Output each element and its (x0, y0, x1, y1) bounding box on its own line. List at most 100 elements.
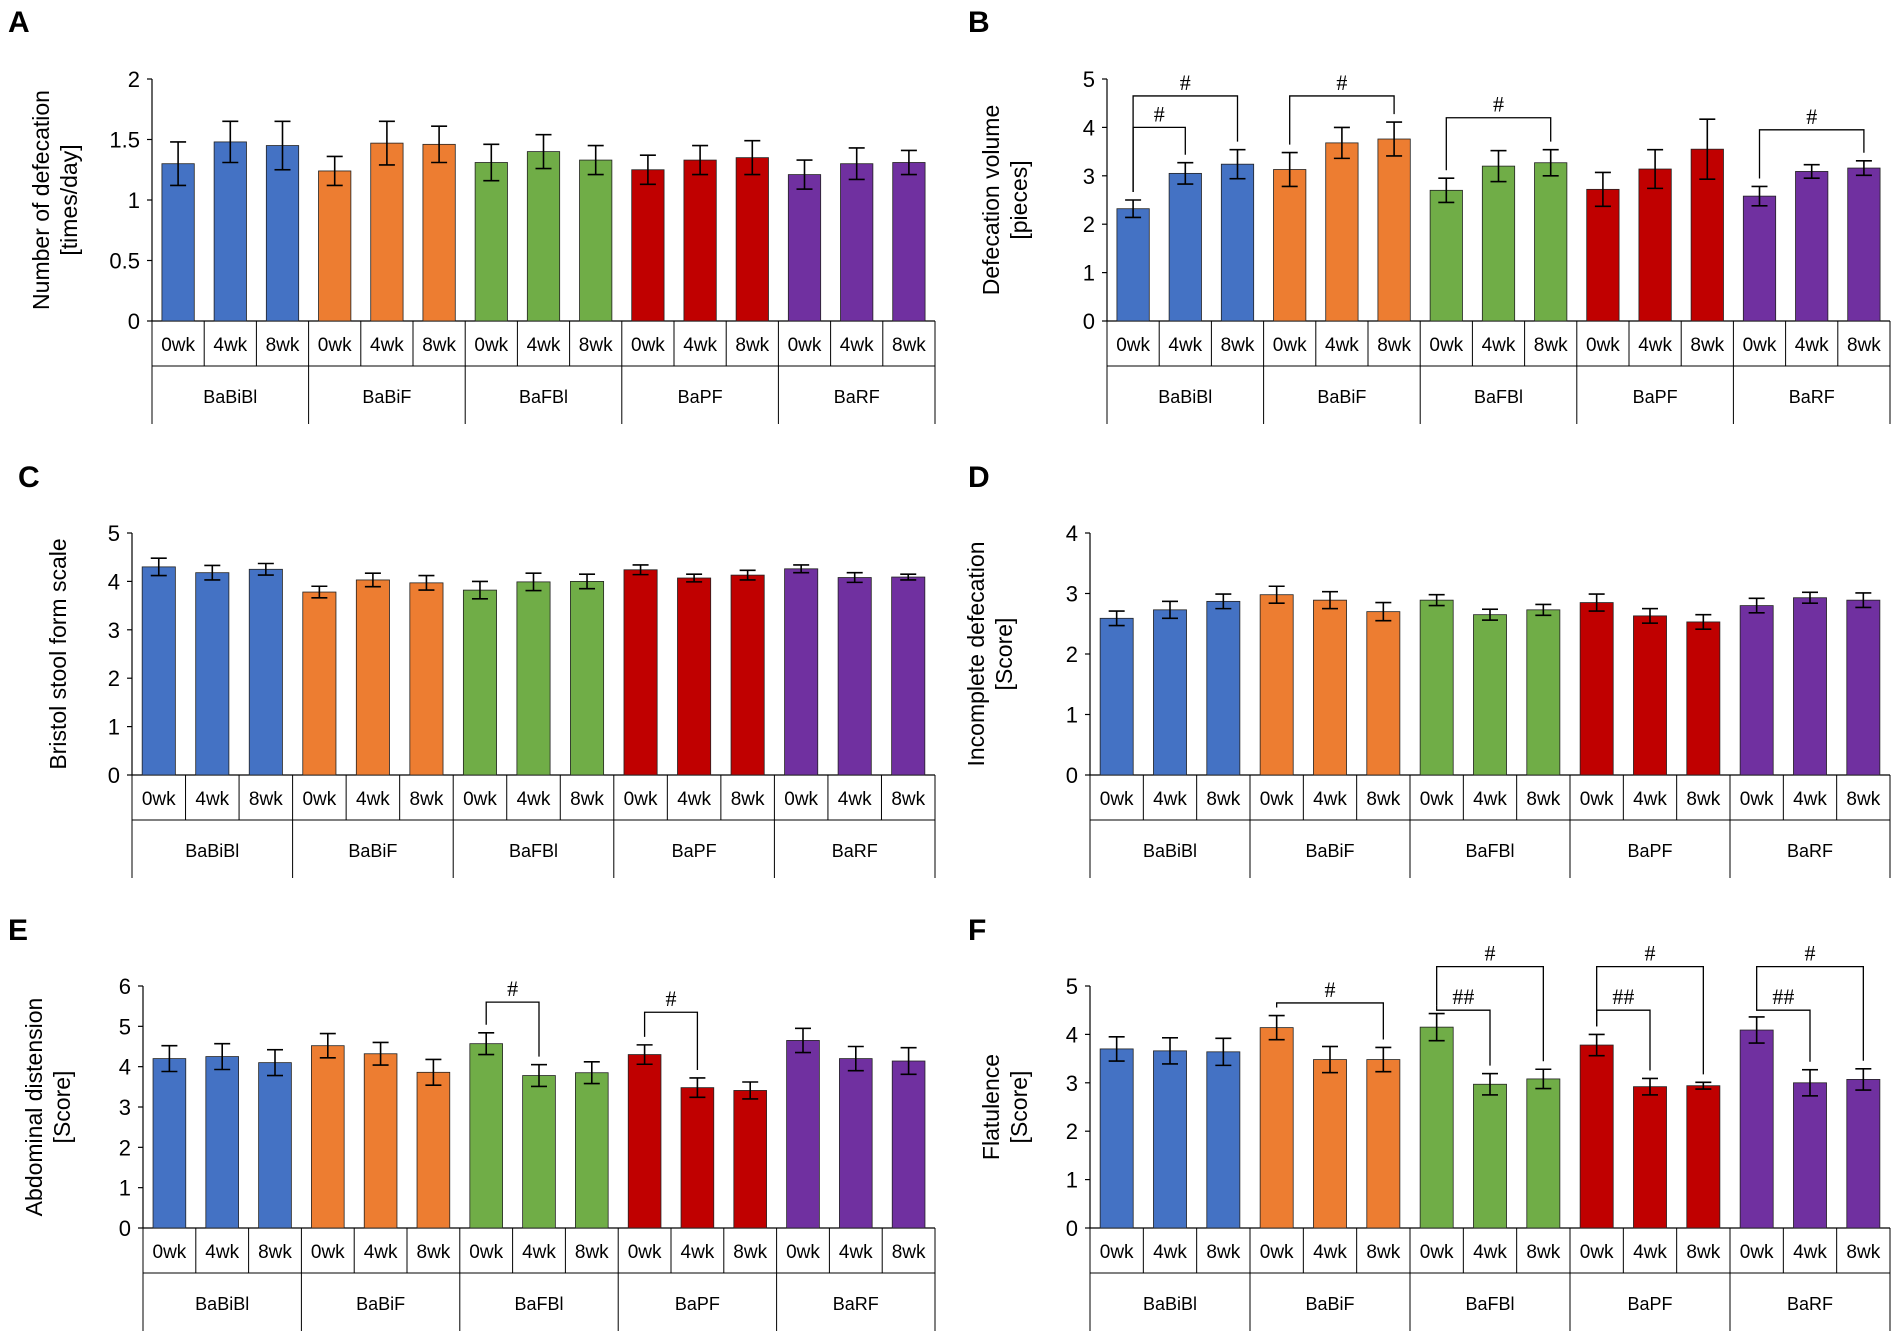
bar (311, 1045, 345, 1229)
bar (1153, 609, 1187, 776)
bar (1793, 1082, 1827, 1229)
x-category-label: 4wk (1633, 789, 1667, 810)
bar (1153, 1050, 1187, 1229)
bar (1586, 188, 1620, 322)
x-category-label: 8wk (422, 335, 456, 356)
bar (195, 572, 230, 776)
x-category-label: 8wk (1366, 789, 1400, 810)
x-group-label: BaRF (834, 387, 880, 407)
y-axis-label: Flatulence [Score] (978, 1054, 1032, 1160)
y-tick-label: 3 (1066, 582, 1078, 607)
x-category-label: 8wk (1534, 335, 1568, 356)
significance-label: # (1493, 92, 1504, 117)
bar (205, 1056, 239, 1229)
bar (1366, 611, 1401, 776)
y-tick-label: 3 (108, 618, 120, 643)
y-axis-label: Bristol stool form scale (45, 538, 71, 769)
x-category-label: 4wk (356, 789, 390, 810)
y-tick-label: 3 (119, 1095, 131, 1120)
bar (1633, 615, 1667, 776)
y-tick-label: 3 (1083, 164, 1095, 189)
y-axis-label-line: Defecation volume (978, 105, 1004, 296)
y-tick-label: 4 (119, 1055, 131, 1080)
x-category-label: 0wk (1740, 789, 1774, 810)
bar (891, 576, 926, 776)
x-category-label: 0wk (1100, 1242, 1134, 1263)
x-category-label: 4wk (517, 789, 551, 810)
bar (152, 1058, 187, 1229)
significance-bracket (1289, 95, 1395, 145)
x-category-label: 0wk (1580, 1242, 1614, 1263)
x-category-label: 4wk (1473, 789, 1507, 810)
y-axis-label-line: Incomplete defecation (963, 541, 989, 766)
bar (213, 141, 247, 322)
significance-label: # (1325, 977, 1336, 1002)
x-category-label: 4wk (1793, 789, 1827, 810)
y-tick-label: 1 (119, 1176, 131, 1201)
x-category-label: 4wk (1482, 335, 1516, 356)
x-category-label: 0wk (311, 1242, 345, 1263)
y-tick-label: 6 (119, 974, 131, 999)
panel-letter: B (968, 6, 990, 39)
x-category-label: 8wk (1846, 789, 1880, 810)
bar (1220, 163, 1255, 322)
significance-label: # (1806, 104, 1817, 129)
x-group-label: BaRF (1787, 1294, 1833, 1314)
significance-label: # (1180, 70, 1191, 95)
y-axis-label-line: [pieces] (1006, 160, 1032, 239)
panel-c: C Bristol stool form scale 0 1 2 3 4 5 0wk 4wk 8wk… (18, 461, 936, 878)
x-category-label: 0wk (161, 335, 195, 356)
significance-label: # (1154, 101, 1165, 126)
significance-bracket (1756, 965, 1864, 1061)
x-category-label: 8wk (1690, 335, 1724, 356)
bar (1168, 172, 1202, 322)
x-category-label: 4wk (213, 335, 247, 356)
bar (302, 591, 337, 776)
bar (265, 145, 300, 322)
bar (1259, 1027, 1294, 1229)
x-group-label: BaPF (675, 1294, 720, 1314)
x-category-label: 8wk (417, 1242, 451, 1263)
bar (1526, 609, 1561, 776)
x-category-label: 0wk (1116, 335, 1150, 356)
bar (1313, 1059, 1347, 1229)
x-category-label: 0wk (786, 1242, 820, 1263)
bar (1795, 171, 1829, 322)
x-group-label: BaBiF (1305, 841, 1354, 861)
significance-bracket (1436, 965, 1544, 1062)
bar (318, 170, 352, 322)
x-category-label: 8wk (735, 335, 769, 356)
y-tick-label: 0 (1083, 309, 1095, 334)
bar (409, 582, 444, 776)
x-category-label: 0wk (624, 789, 658, 810)
bar (422, 143, 456, 322)
panel-letter: F (968, 914, 986, 947)
bar (1473, 614, 1507, 776)
y-tick-label: 4 (1083, 115, 1095, 140)
x-category-label: 8wk (579, 335, 613, 356)
y-axis-label: Number of defecation [times/day] (28, 90, 82, 310)
x-category-label: 0wk (469, 1242, 503, 1263)
bar (370, 142, 404, 322)
x-category-label: 4wk (681, 1242, 715, 1263)
bar (570, 581, 605, 776)
bar (787, 174, 822, 322)
bar (462, 589, 497, 776)
y-tick-label: 5 (1083, 67, 1095, 92)
x-category-label: 8wk (892, 335, 926, 356)
bar (839, 1058, 873, 1229)
panel-d: D Incomplete defecation [Score] 0 1 2 3 4 0wk 4wk… (963, 461, 1891, 878)
bar (680, 1087, 715, 1229)
x-category-label: 4wk (527, 335, 561, 356)
significance-label: ## (1452, 984, 1474, 1009)
y-axis-label: Abdominal distension [Score] (21, 998, 75, 1217)
bar (141, 566, 176, 776)
bar (1325, 142, 1359, 322)
x-category-label: 8wk (733, 1242, 767, 1263)
x-category-label: 4wk (364, 1242, 398, 1263)
y-axis-label-line: [Score] (1006, 1071, 1032, 1144)
y-tick-label: 2 (1066, 1119, 1078, 1144)
bar (1481, 165, 1516, 322)
bar (1419, 1026, 1454, 1229)
